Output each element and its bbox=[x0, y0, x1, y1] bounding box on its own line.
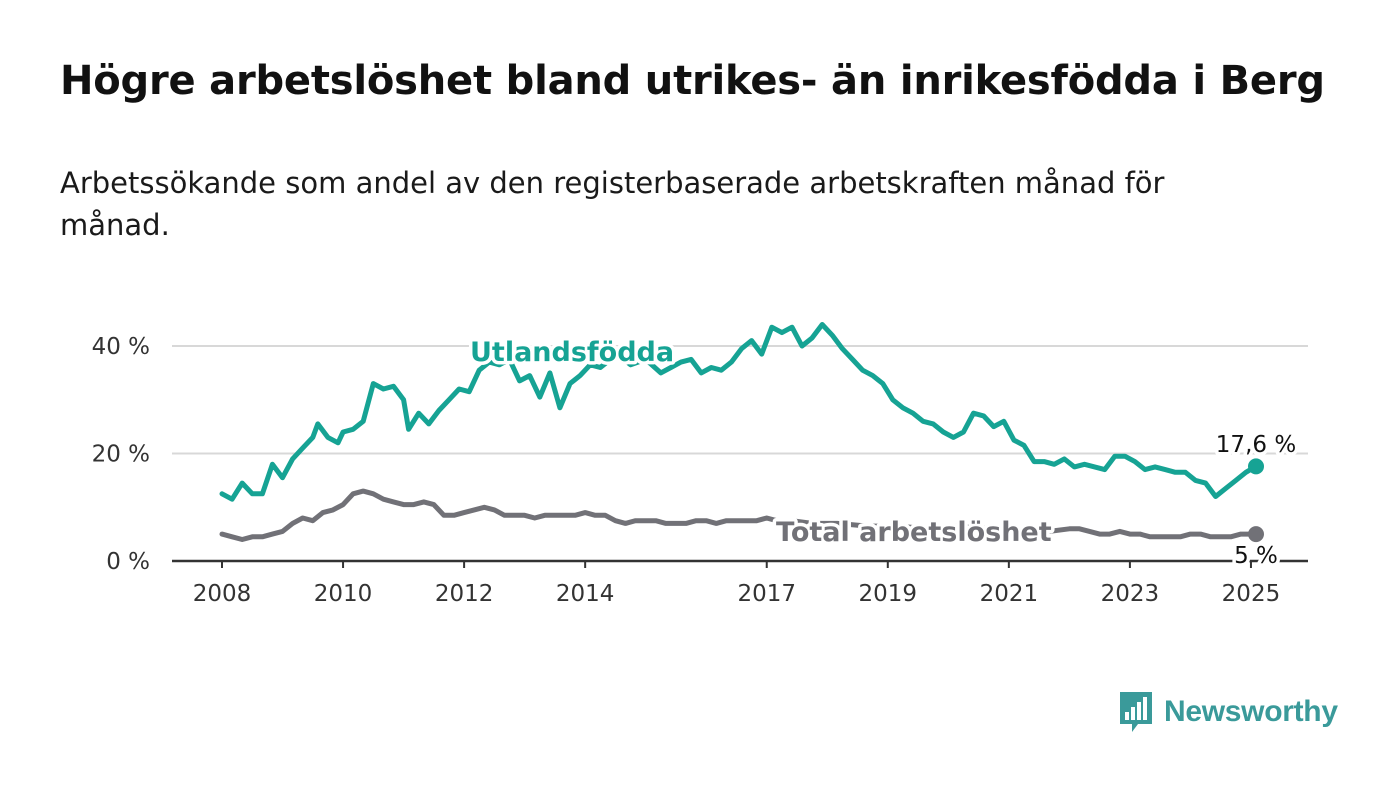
x-axis: 2008 2010 2012 2014 2017 2019 2021 2023 2025 bbox=[172, 559, 1308, 607]
bar-chart-speech-bubble-icon bbox=[1120, 692, 1152, 732]
series-label-utlandsfodda: Utlandsfödda bbox=[470, 337, 674, 368]
x-tick-label: 2010 bbox=[314, 581, 373, 607]
gridlines bbox=[172, 345, 1308, 455]
end-value-label: 17,6 % bbox=[1216, 432, 1296, 458]
x-tick-label: 2017 bbox=[737, 581, 796, 607]
end-value-label: 5 % bbox=[1234, 543, 1278, 569]
x-tick-label: 2012 bbox=[435, 581, 494, 607]
series-end-dot bbox=[1248, 526, 1264, 543]
x-tick-label: 2019 bbox=[859, 581, 918, 607]
brand-name: Newsworthy bbox=[1164, 695, 1338, 728]
newsworthy-logo: Newsworthy bbox=[1118, 690, 1338, 734]
series-end-dot bbox=[1248, 458, 1264, 475]
series-label-total: Total arbetslöshet bbox=[776, 517, 1052, 548]
x-tick-label: 2021 bbox=[980, 581, 1039, 607]
x-tick-label: 2008 bbox=[193, 581, 252, 607]
chart-subtitle: Arbetssökande som andel av den registerb… bbox=[60, 166, 1165, 242]
y-axis: 0 % 20 % 40 % bbox=[92, 334, 150, 575]
x-tick-label: 2025 bbox=[1222, 581, 1281, 607]
series-line-utlandsfodda bbox=[219, 322, 1259, 502]
y-tick-label: 0 % bbox=[106, 549, 150, 575]
y-tick-label: 40 % bbox=[92, 334, 150, 360]
x-tick-label: 2023 bbox=[1101, 581, 1160, 607]
chart-title: Högre arbetslöshet bland utrikes- än inr… bbox=[60, 58, 1325, 104]
series-labels: Utlandsfödda Total arbetslöshet 17,6 % 5 % bbox=[467, 334, 1300, 573]
series-line-total bbox=[219, 488, 1259, 542]
y-tick-label: 20 % bbox=[92, 442, 150, 468]
x-tick-label: 2014 bbox=[556, 581, 615, 607]
series-lines bbox=[219, 322, 1264, 543]
